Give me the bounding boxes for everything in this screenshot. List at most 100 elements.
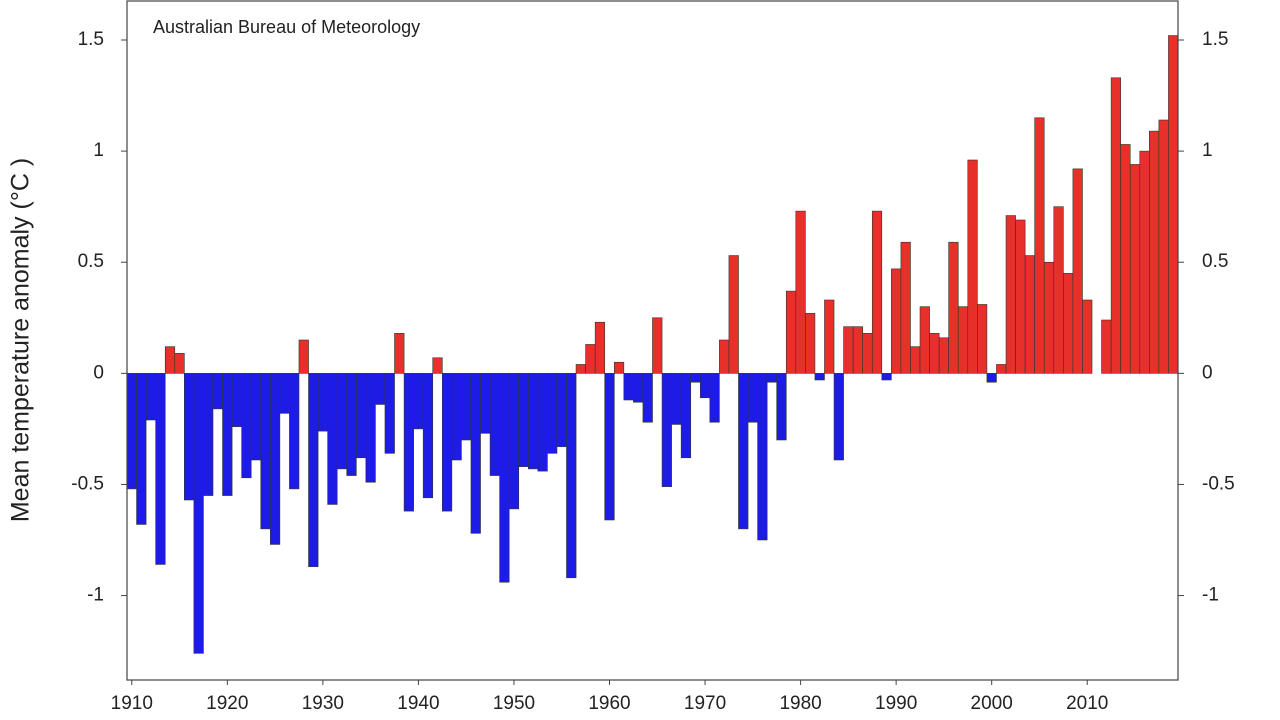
- bar: [900, 241, 911, 374]
- bar: [757, 373, 768, 541]
- bar: [270, 373, 281, 545]
- bar: [719, 339, 730, 374]
- bar: [957, 306, 969, 374]
- bar: [690, 373, 701, 383]
- bar: [375, 373, 386, 405]
- bar: [231, 373, 242, 427]
- bar: [547, 373, 558, 454]
- y2-tick-label: 1: [1202, 140, 1213, 161]
- bar: [594, 321, 606, 374]
- bar: [470, 373, 481, 534]
- bar: [604, 373, 615, 521]
- bar: [289, 373, 300, 490]
- bar: [1005, 215, 1016, 374]
- bar: [203, 373, 214, 496]
- bar: [1082, 299, 1093, 374]
- bar: [336, 373, 348, 470]
- x-tick-label: 1920: [206, 693, 248, 714]
- y-tick-label: 0: [93, 362, 104, 383]
- x-tick-label: 2010: [1066, 693, 1108, 714]
- bar: [365, 373, 376, 483]
- bar: [613, 361, 625, 374]
- x-tick-label: 1930: [302, 693, 344, 714]
- bar: [938, 337, 949, 374]
- bar: [1034, 117, 1045, 374]
- bar: [833, 373, 844, 461]
- bar: [575, 364, 586, 374]
- bar: [824, 299, 835, 374]
- x-tick-label: 1910: [111, 693, 153, 714]
- bar: [929, 333, 940, 374]
- x-tick-label: 1970: [684, 693, 726, 714]
- bar: [1149, 130, 1160, 374]
- bar: [948, 241, 959, 374]
- bar: [1168, 35, 1179, 374]
- bar: [977, 304, 988, 374]
- bar: [996, 364, 1007, 374]
- bar: [680, 373, 692, 459]
- bar: [1043, 261, 1055, 374]
- bar: [298, 339, 309, 374]
- bar: [184, 373, 195, 501]
- x-tick-label: 1940: [397, 693, 439, 714]
- bar: [279, 373, 290, 414]
- bar: [327, 373, 338, 505]
- annotation: Australian Bureau of Meteorology: [153, 17, 420, 37]
- bar: [623, 373, 634, 401]
- bar: [652, 317, 663, 374]
- bar: [881, 373, 892, 381]
- bar: [1072, 168, 1083, 374]
- x-tick-label: 1990: [875, 693, 917, 714]
- bar: [241, 373, 252, 479]
- y-tick-label: 0.5: [78, 251, 104, 272]
- bar: [556, 373, 567, 447]
- x-tick-label: 1960: [588, 693, 630, 714]
- bar: [164, 346, 176, 374]
- bar: [260, 373, 271, 530]
- bar: [451, 373, 462, 461]
- bar: [222, 373, 233, 496]
- bar: [805, 313, 816, 374]
- bar: [642, 373, 653, 423]
- x-tick-label: 2000: [971, 693, 1013, 714]
- bar: [671, 373, 682, 425]
- bar: [776, 373, 787, 441]
- y2-tick-label: -0.5: [1202, 473, 1235, 494]
- y-tick-label: -0.5: [71, 473, 104, 494]
- y2-tick-label: 0.5: [1202, 251, 1228, 272]
- bar: [566, 373, 577, 579]
- bar: [1120, 144, 1131, 374]
- bar: [356, 373, 367, 459]
- bar: [413, 373, 424, 430]
- x-tick-label: 1950: [493, 693, 535, 714]
- bar: [212, 373, 223, 410]
- y2-tick-label: 0: [1202, 362, 1213, 383]
- bar: [317, 373, 328, 432]
- y-tick-label: -1: [87, 585, 104, 606]
- bar: [518, 373, 529, 467]
- bar: [747, 373, 758, 423]
- bar: [193, 373, 204, 654]
- bar: [709, 373, 720, 423]
- bar: [422, 373, 434, 499]
- bar: [699, 373, 711, 399]
- bar: [489, 373, 500, 476]
- y2-tick-label: -1: [1202, 585, 1219, 606]
- x-tick-label: 1980: [779, 693, 821, 714]
- bar: [633, 373, 644, 403]
- bar: [891, 268, 902, 374]
- bar: [862, 333, 873, 374]
- bar: [384, 373, 395, 454]
- bar: [766, 373, 778, 383]
- bar: [1129, 164, 1141, 374]
- bar: [871, 210, 883, 374]
- bar: [843, 326, 854, 374]
- bar: [1053, 206, 1064, 374]
- bar: [537, 373, 548, 472]
- bar: [910, 346, 921, 374]
- bar: [136, 373, 147, 525]
- bar: [145, 373, 156, 421]
- bar: [919, 306, 930, 374]
- bar: [1015, 219, 1026, 374]
